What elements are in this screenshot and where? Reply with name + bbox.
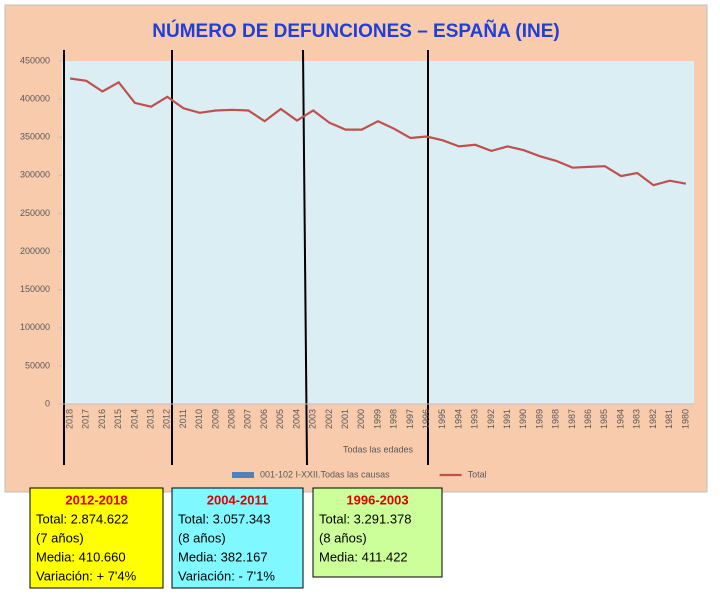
x-tick-label: 2011 [178,409,188,428]
y-tick-label: 450000 [20,55,50,65]
x-tick-label: 1986 [583,409,593,429]
annotation-line: (8 años) [178,530,226,545]
annotation-line: (7 años) [36,530,84,545]
x-tick-label: 1990 [518,409,528,429]
x-tick-label: 1987 [567,409,577,429]
x-tick-label: 2016 [97,409,107,429]
x-tick-label: 2004 [291,409,301,429]
x-tick-label: 1983 [632,409,642,429]
y-tick-label: 150000 [20,284,50,294]
annotation-line: Total: 3.057.343 [178,511,271,526]
x-tick-label: 2013 [146,409,156,429]
annotation-line: Media: 410.660 [36,549,126,564]
x-tick-label: 2014 [129,409,139,429]
dividers [63,49,429,466]
annotation-box [312,487,443,578]
y-tick-label: 100000 [20,322,50,332]
x-tick-label: 1995 [437,409,447,429]
y-tick-label: 350000 [20,132,50,142]
x-tick-label: 2018 [64,409,74,429]
annotation-line: Total: 3.291.378 [319,511,412,526]
x-tick-label: 2010 [194,409,204,429]
x-tick-label: 1988 [551,409,561,429]
y-tick-label: 50000 [25,360,50,370]
annotation-line: Media: 411.422 [319,549,408,564]
x-tick-label: 1998 [389,409,399,429]
x-tick-label: 1991 [502,409,512,429]
x-tick-label: 2017 [81,409,91,429]
x-tick-label: 2000 [356,409,366,429]
x-tick-label: 1992 [486,409,496,429]
annotation-box [171,487,304,589]
x-tick-label: 1993 [470,409,480,429]
annotation-title: 1996-2003 [346,492,408,507]
annotation-line: Variación: - 7'1% [178,568,275,583]
y-tick-label: 200000 [20,246,50,256]
legend-label: 001-102 I-XXII.Todas las causas [260,469,390,479]
x-tick-label: 1997 [405,409,415,429]
y-tick-label: 0 [45,398,50,408]
plot-area [62,61,694,404]
x-tick-label: 2006 [259,409,269,429]
x-tick-label: 1996 [421,409,431,429]
annotation-box [29,487,164,589]
x-tick-label: 1999 [372,409,382,429]
x-tick-label: 2001 [340,409,350,429]
x-tick-label: 1985 [599,409,609,429]
divider [302,49,308,466]
x-tick-label: 1981 [664,409,674,429]
chart-title: NÚMERO DE DEFUNCIONES – ESPAÑA (INE) [152,20,559,42]
data-line [69,77,687,187]
x-tick-label: 1994 [453,409,463,429]
x-tick-label: 2003 [308,409,318,429]
x-tick-label: 2008 [227,409,237,429]
x-tick-label: 2007 [243,409,253,429]
x-tick-label: 1989 [534,409,544,429]
y-tick-label: 400000 [20,93,50,103]
annotation-line: (8 años) [319,530,367,545]
x-tick-label: 2015 [113,409,123,429]
x-tick-label: 1982 [648,409,658,429]
x-tick-label: 1984 [615,409,625,429]
annotation-title: 2004-2011 [207,492,268,507]
y-tick-label: 300000 [20,170,50,180]
x-tick-label: 2009 [210,409,220,429]
annotation-title: 2012-2018 [65,492,127,507]
y-tick-label: 250000 [20,208,50,218]
x-tick-label: 2005 [275,409,285,429]
legend-label: Total [468,469,487,479]
legend-swatch [232,472,254,478]
annotation-line: Total: 2.874.622 [36,511,129,526]
annotation-line: Media: 382.167 [178,549,268,564]
x-tick-label: 2012 [162,409,172,429]
annotation-line: Variación: + 7'4% [36,568,137,583]
x-tick-label: 2002 [324,409,334,429]
x-axis-title: Todas las edades [343,444,414,454]
x-tick-label: 1980 [680,409,690,429]
